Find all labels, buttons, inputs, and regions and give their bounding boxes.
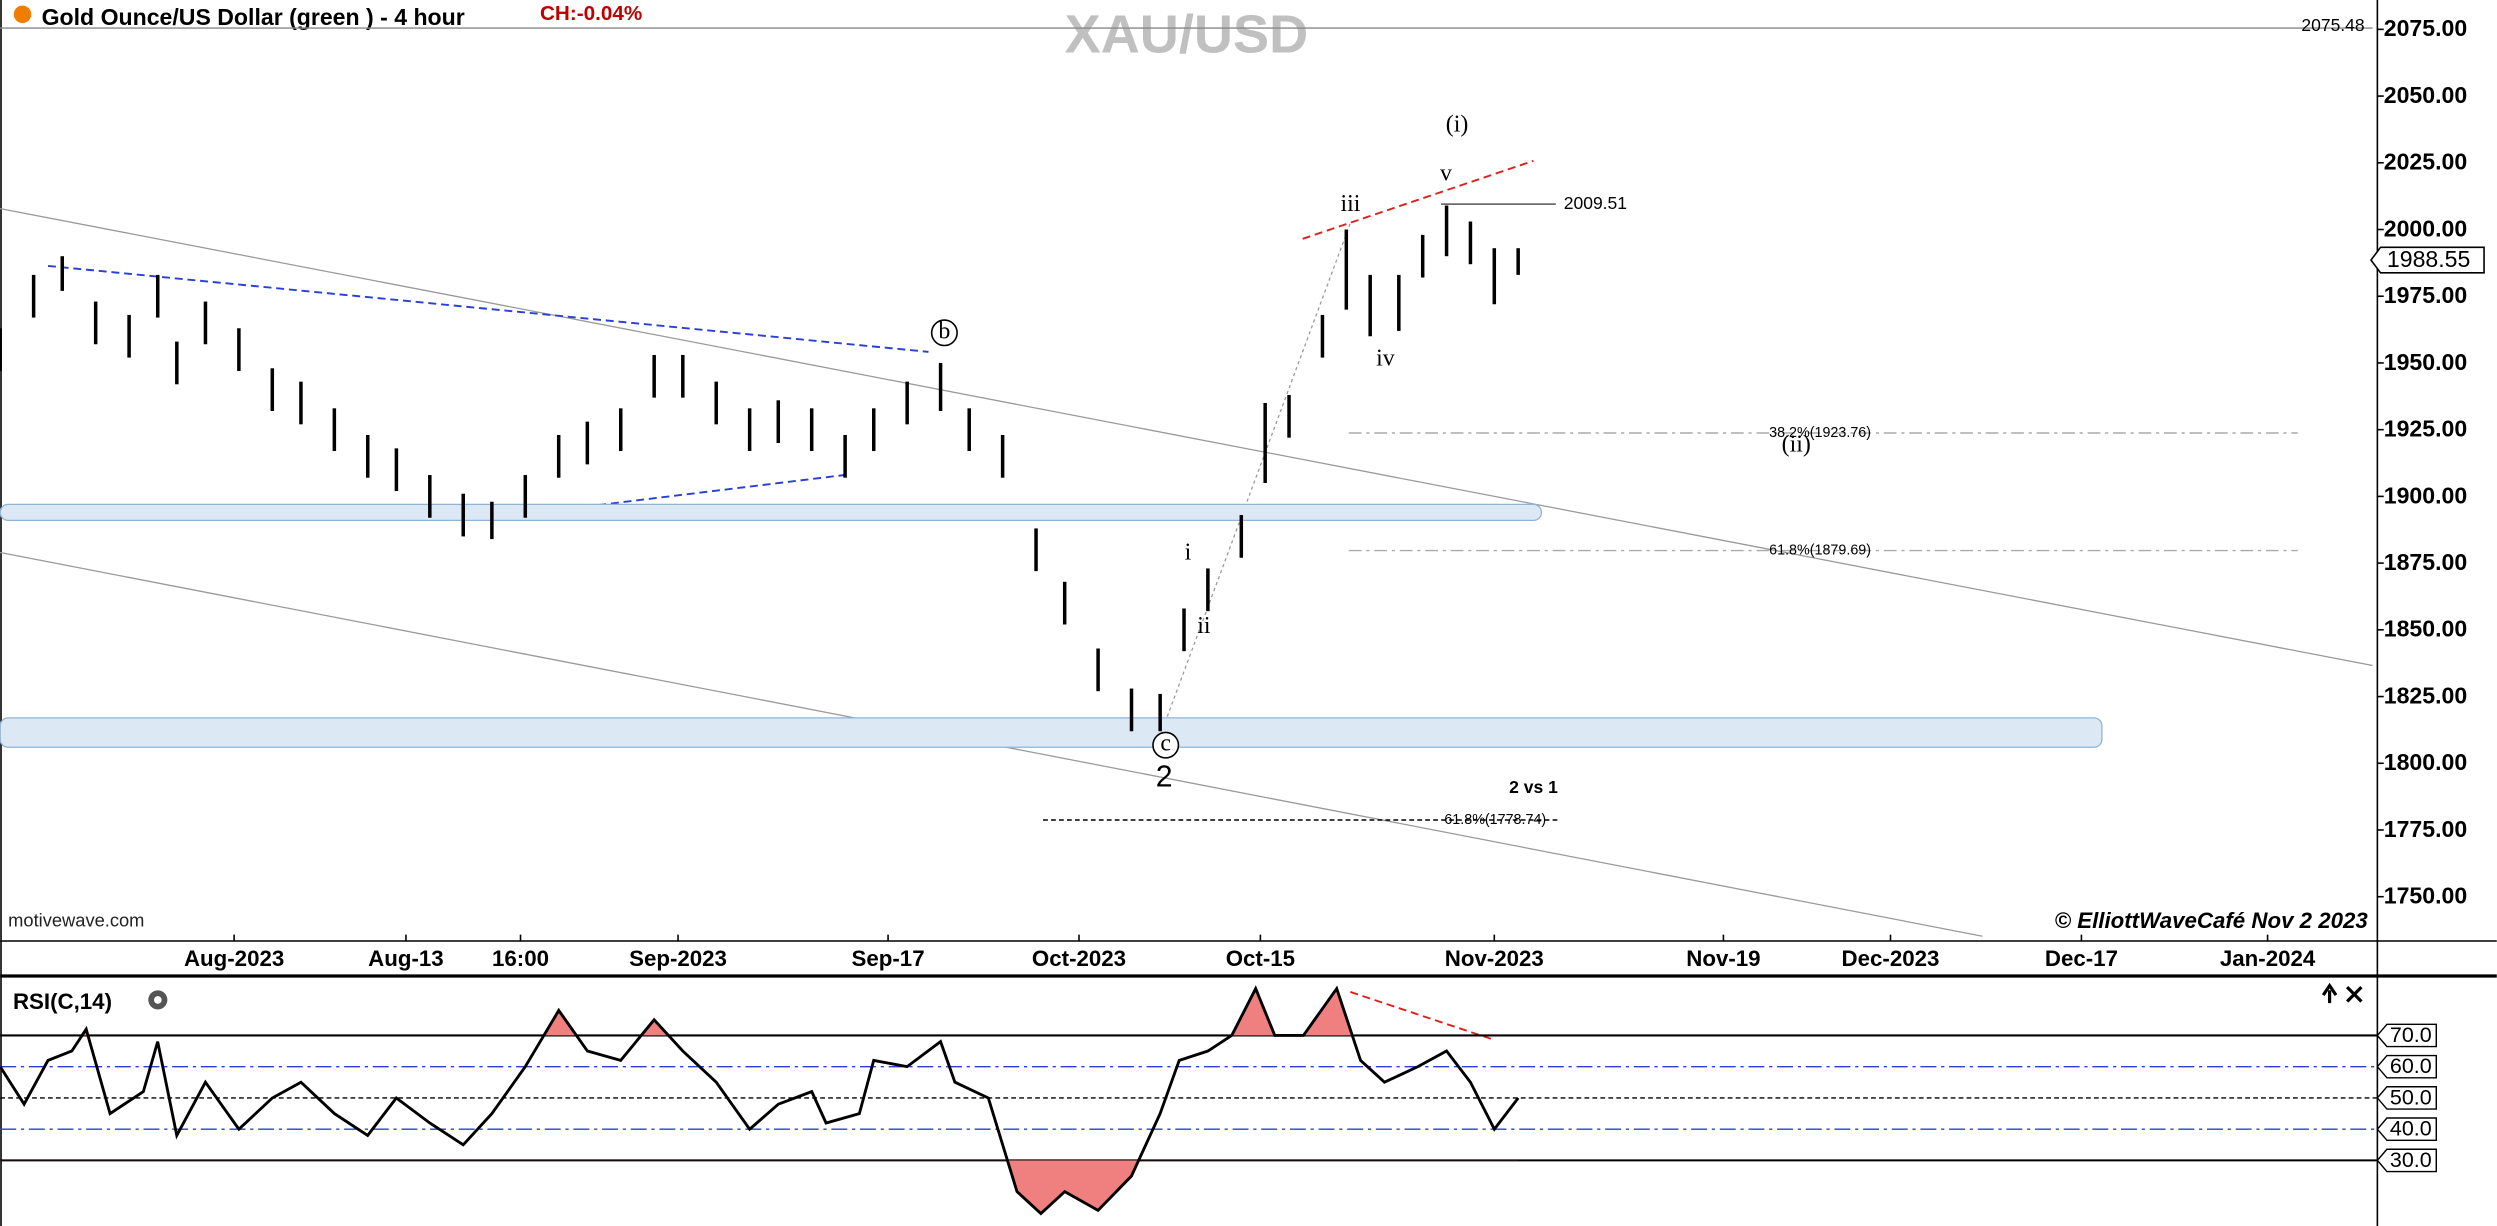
wave-label: (ii) [1782,431,1811,457]
y-tick-label: 1775.00 [2384,816,2467,842]
settings-icon[interactable] [154,996,162,1004]
x-tick-label: Aug-13 [368,946,444,971]
level-label: 61.8%(1879.69) [1769,542,1871,558]
rsi-line [0,985,1520,1216]
wave-circle [930,319,958,347]
y-tick-label: 1900.00 [2384,482,2467,508]
y-tick-label: 2025.00 [2384,149,2467,175]
support-zone [0,717,2103,748]
tick-label-box [2376,1086,2438,1110]
y-tick-label: 1825.00 [2384,682,2467,708]
y-tick-label: 30.0 [2390,1148,2432,1172]
y-tick-label: 2000.00 [2384,215,2467,241]
trend-line [0,207,2373,667]
close-button[interactable] [2345,986,2363,1003]
x-tick-label: Dec-17 [2045,946,2118,971]
maximize-button[interactable] [2321,982,2338,1004]
change-label: CH:-0.04% [540,2,642,25]
x-tick-label: Aug-2023 [184,946,284,971]
y-tick-label: 1975.00 [2384,282,2467,308]
wave-label: b [938,318,950,344]
tick-label-box [2376,1023,2438,1048]
y-tick-label: 2075.00 [2384,15,2467,41]
y-tick-label: 1950.00 [2384,349,2467,375]
y-tick-label: 1875.00 [2384,549,2467,575]
y-tick-label: 1750.00 [2384,883,2467,909]
oversold-fill [1007,1160,1139,1214]
last-price: 1988.55 [2387,246,2470,272]
x-tick-label: Nov-19 [1686,946,1760,971]
status-dot [13,5,32,24]
tick-label-box [2376,1148,2438,1173]
y-tick-label: 50.0 [2390,1085,2432,1109]
y-tick-label: 1800.00 [2384,749,2467,775]
wave-circle [1152,731,1180,759]
wave-label: ii [1197,613,1211,639]
y-tick-label: 1925.00 [2384,416,2467,442]
tick-label-box [2376,1054,2438,1079]
trend-line [1166,222,1351,717]
y-tick-label: 70.0 [2390,1023,2432,1047]
support-zone [0,503,1543,522]
level-label: 61.8%(1778.74) [1444,812,1546,828]
trend-line [47,264,929,353]
wave-label: iv [1376,345,1395,371]
wave-label: i [1185,540,1192,566]
settings-icon[interactable] [148,990,168,1010]
y-tick-label: 2050.00 [2384,82,2467,108]
y-tick-label: 1850.00 [2384,616,2467,642]
last-price-box [2370,246,2485,274]
source: motivewave.com [8,910,144,931]
rsi-title: RSI(C,14) [13,989,112,1014]
x-tick-label: Dec-2023 [1842,946,1940,971]
y-tick-label: 40.0 [2390,1117,2432,1141]
level-label: 38.2%(1923.76) [1769,425,1871,441]
trend-line [1302,159,1534,240]
level-label: 2009.51 [1564,193,1627,213]
wave-label: v [1440,161,1452,187]
y-tick-label: 60.0 [2390,1054,2432,1078]
wave-label: 2 vs 1 [1509,777,1558,797]
wave-label: iii [1340,191,1360,217]
x-tick-label: Sep-17 [852,946,925,971]
x-tick-label: Jan-2024 [2220,946,2316,971]
wave-label: (i) [1446,111,1469,137]
x-tick-label: Oct-15 [1226,946,1295,971]
x-tick-label: Nov-2023 [1445,946,1544,971]
level-label: 2075.48 [2301,15,2364,35]
chart-title: Gold Ounce/US Dollar (green ) - 4 hour [42,4,465,30]
x-tick-label: Oct-2023 [1032,946,1126,971]
wave-label: c [1160,731,1171,757]
tick-label-box [2376,1117,2438,1142]
x-tick-label: Sep-2023 [629,946,727,971]
wave-label: 2 [1156,761,1173,794]
credit: © ElliottWaveCafé Nov 2 2023 [2055,908,2369,933]
x-tick-label: 16:00 [492,946,549,971]
watermark: XAU/USD [1065,5,1309,65]
